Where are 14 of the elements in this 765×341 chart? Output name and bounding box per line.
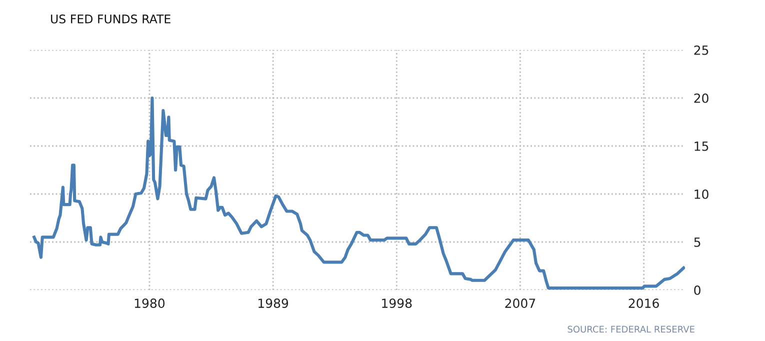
- y-tick-label: 10: [694, 189, 708, 199]
- x-tick-label: 1989: [258, 298, 288, 308]
- y-tick-label: 15: [694, 142, 708, 151]
- x-tick-label: 1980: [134, 298, 165, 308]
- y-tick-label: 20: [694, 93, 708, 103]
- x-tick-label: 1998: [382, 298, 412, 308]
- y-tick-label: 25: [694, 45, 708, 55]
- x-tick-label: 2016: [628, 298, 659, 308]
- source-note: SOURCE: FEDERAL RESERVE: [568, 326, 694, 333]
- line-series: [32, 96, 685, 290]
- x-tick-label: 2007: [505, 298, 536, 308]
- chart-title: US FED FUNDS RATE: [51, 14, 170, 24]
- y-tick-label: 0: [694, 285, 700, 295]
- y-tick-label: 5: [694, 238, 700, 247]
